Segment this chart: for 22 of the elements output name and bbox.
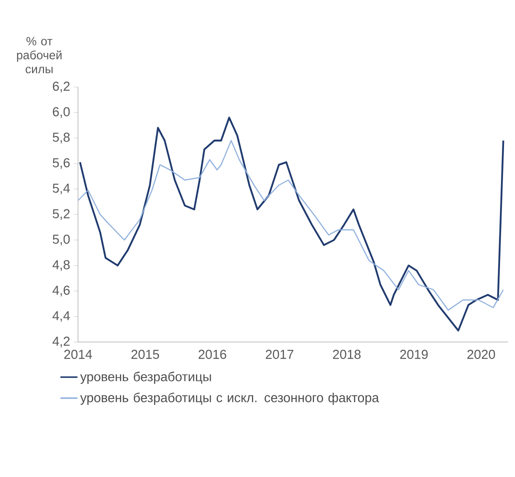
legend-label: уровень безработицы с искл. сезонного фактора bbox=[80, 392, 380, 405]
y-tick-label: 5,6 bbox=[52, 158, 70, 169]
y-tick-label: 5,0 bbox=[52, 234, 70, 246]
y-tick-label: 5,4 bbox=[52, 184, 70, 194]
x-tick-label: 2018 bbox=[333, 350, 361, 359]
line-series bbox=[78, 140, 504, 311]
x-tick-label: 2020 bbox=[467, 350, 496, 359]
x-tick-label: 2017 bbox=[266, 350, 294, 359]
y-tick-label: 4,8 bbox=[52, 260, 70, 271]
y-tick-label: 6,0 bbox=[52, 107, 70, 118]
x-tick-label: 2014 bbox=[64, 350, 92, 359]
x-tick-label: 2015 bbox=[131, 350, 160, 359]
y-tick-label: 4,6 bbox=[52, 286, 70, 296]
y-tick-label: 5,2 bbox=[52, 209, 70, 220]
y-axis-title: % от рабочей силы bbox=[17, 36, 62, 74]
legend-label: уровень безработицы bbox=[80, 372, 211, 384]
x-tick-label: 2016 bbox=[198, 350, 226, 359]
y-tick-label: 4,2 bbox=[52, 336, 70, 348]
y-tick-label: 5,8 bbox=[52, 132, 70, 144]
y-tick-label: 4,4 bbox=[52, 311, 70, 322]
y-tick-label: 6,2 bbox=[52, 82, 70, 92]
x-tick-label: 2019 bbox=[400, 350, 428, 359]
